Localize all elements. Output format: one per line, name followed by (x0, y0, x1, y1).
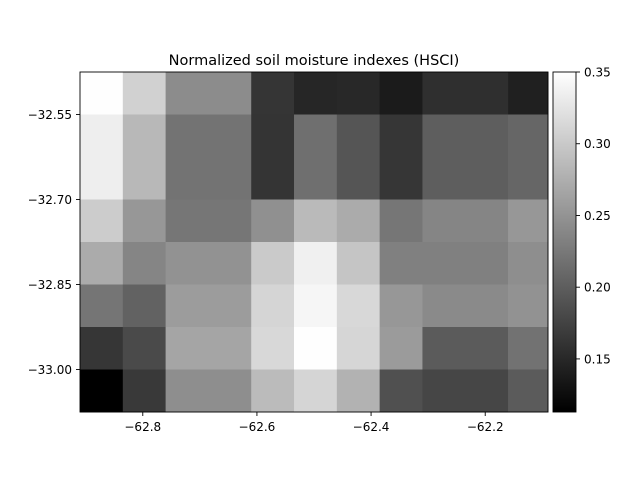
heatmap-cell (122, 114, 167, 158)
heatmap-cells (80, 72, 549, 413)
heatmap-cell (122, 284, 167, 328)
colorbar-axis: 0.15 0.20 0.25 0.30 0.35 (576, 66, 611, 366)
colorbar-tick-label: 0.25 (584, 209, 611, 223)
heatmap-cell (294, 199, 338, 243)
heatmap-cell (294, 72, 338, 115)
heatmap-cell (251, 114, 295, 158)
heatmap-cell (251, 72, 295, 115)
heatmap-cell (336, 114, 381, 158)
heatmap-cell (422, 284, 509, 328)
heatmap-cell (80, 114, 124, 158)
x-axis: −62.8 −62.6 −62.4 −62.2 (124, 412, 504, 434)
heatmap-cell (422, 199, 509, 243)
heatmap-cell (294, 114, 338, 158)
heatmap-cell (508, 242, 549, 285)
heatmap-cell (165, 369, 252, 413)
plot-frame (79, 71, 549, 413)
heatmap-cell (508, 327, 549, 370)
colorbar-tick-label: 0.15 (584, 352, 611, 366)
heatmap-cell (508, 157, 549, 200)
y-tick-label: −32.55 (28, 108, 72, 122)
heatmap-cell (294, 284, 338, 328)
heatmap-cell (80, 327, 124, 370)
heatmap-cell (422, 242, 509, 285)
heatmap-cell (508, 114, 549, 158)
heatmap-cell (251, 369, 295, 413)
heatmap-cell (251, 199, 295, 243)
heatmap-cell (379, 199, 423, 243)
heatmap-cell (122, 199, 167, 243)
heatmap-cell (336, 199, 381, 243)
x-tick-label: −62.4 (353, 420, 390, 434)
heatmap-cell (508, 72, 549, 115)
heatmap-cell (336, 284, 381, 328)
x-tick-label: −62.2 (467, 420, 504, 434)
heatmap-cell (80, 157, 124, 200)
heatmap-cell (379, 72, 423, 115)
heatmap-cell (422, 157, 509, 200)
heatmap-cell (422, 72, 509, 115)
heatmap-cell (294, 157, 338, 200)
heatmap-cell (122, 327, 167, 370)
chart-title: Normalized soil moisture indexes (HSCI) (169, 53, 460, 69)
colorbar-tick-label: 0.30 (584, 137, 611, 151)
heatmap-cell (165, 284, 252, 328)
heatmap-cell (508, 199, 549, 243)
heatmap-cell (165, 72, 252, 115)
heatmap-cell (508, 284, 549, 328)
heatmap-cell (379, 369, 423, 413)
heatmap-cell (379, 242, 423, 285)
heatmap-cell (336, 327, 381, 370)
heatmap-cell (336, 242, 381, 285)
heatmap-cell (294, 369, 338, 413)
colorbar-tick-label: 0.20 (584, 281, 611, 295)
heatmap-cell (122, 369, 167, 413)
heatmap-cell (165, 114, 252, 158)
heatmap-cell (294, 327, 338, 370)
heatmap-cell (165, 199, 252, 243)
x-tick-label: −62.6 (239, 420, 276, 434)
heatmap-cell (165, 157, 252, 200)
heatmap-cell (80, 369, 124, 413)
heatmap-cell (336, 72, 381, 115)
heatmap-cell (80, 199, 124, 243)
heatmap-cell (294, 242, 338, 285)
y-tick-label: −33.00 (28, 363, 72, 377)
heatmap-cell (80, 284, 124, 328)
heatmap-cell (122, 157, 167, 200)
colorbar (552, 71, 577, 413)
heatmap-cell (336, 369, 381, 413)
heatmap-cell (379, 284, 423, 328)
heatmap-cell (80, 72, 124, 115)
heatmap-cell (336, 157, 381, 200)
heatmap-cell (379, 327, 423, 370)
heatmap-cell (165, 327, 252, 370)
heatmap-cell (80, 242, 124, 285)
heatmap-cell (251, 284, 295, 328)
x-tick-label: −62.8 (124, 420, 161, 434)
y-tick-label: −32.70 (28, 193, 72, 207)
heatmap-cell (251, 157, 295, 200)
heatmap-cell (379, 114, 423, 158)
y-axis: −32.55 −32.70 −32.85 −33.00 (28, 108, 80, 377)
heatmap-cell (422, 327, 509, 370)
heatmap-cell (508, 369, 549, 413)
heatmap-cell (422, 114, 509, 158)
colorbar-tick-label: 0.35 (584, 66, 611, 80)
heatmap-cell (122, 72, 167, 115)
heatmap-cell (251, 242, 295, 285)
heatmap-cell (422, 369, 509, 413)
heatmap-cell (165, 242, 252, 285)
heatmap-cell (251, 327, 295, 370)
heatmap-cell (122, 242, 167, 285)
heatmap-cell (379, 157, 423, 200)
y-tick-label: −32.85 (28, 278, 72, 292)
